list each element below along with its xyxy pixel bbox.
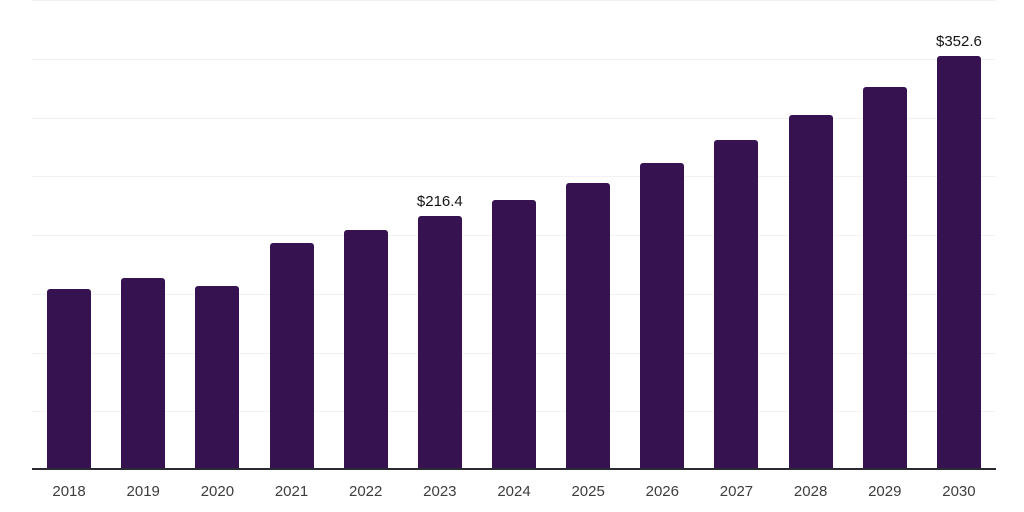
x-tick-label-2028: 2028 — [793, 483, 828, 500]
plot-area: $216.4 $352.6 — [32, 0, 996, 470]
x-tick-label-2023: 2023 — [423, 483, 457, 500]
x-tick-label-2029: 2029 — [868, 483, 902, 500]
bar-value-label-2023: $216.4 — [416, 192, 463, 210]
x-tick-label-2022: 2022 — [349, 483, 383, 500]
x-tick-label-2030: 2030 — [942, 483, 976, 500]
x-tick-label-2027: 2027 — [719, 483, 754, 500]
gridline — [32, 58, 996, 60]
gridline — [32, 0, 996, 1]
bar-2019[interactable] — [121, 278, 166, 470]
x-tick-label-2025: 2025 — [571, 483, 605, 500]
bar-2023[interactable] — [417, 215, 462, 470]
bar-2029[interactable] — [862, 87, 907, 470]
bar-2021[interactable] — [269, 243, 314, 470]
gridline — [32, 117, 996, 119]
x-tick-label-2021: 2021 — [274, 483, 309, 500]
bar-value-label-2030: $352.6 — [935, 32, 982, 50]
bar-2030[interactable] — [936, 55, 981, 470]
x-tick-label-2020: 2020 — [200, 483, 235, 500]
bar-2025[interactable] — [566, 183, 611, 470]
x-axis-line — [32, 468, 996, 470]
bar-2018[interactable] — [47, 289, 92, 470]
bar-2024[interactable] — [492, 200, 536, 470]
bar-2022[interactable] — [343, 229, 388, 470]
bar-2027[interactable] — [714, 139, 759, 470]
x-tick-label-2018: 2018 — [52, 483, 86, 500]
x-tick-label-2024: 2024 — [497, 483, 531, 500]
bar-2028[interactable] — [788, 115, 833, 470]
x-tick-label-2019: 2019 — [126, 483, 160, 500]
bar-2026[interactable] — [640, 163, 685, 470]
x-tick-label-2026: 2026 — [645, 483, 679, 500]
gridline — [32, 176, 996, 178]
bar-2020[interactable] — [195, 285, 240, 470]
